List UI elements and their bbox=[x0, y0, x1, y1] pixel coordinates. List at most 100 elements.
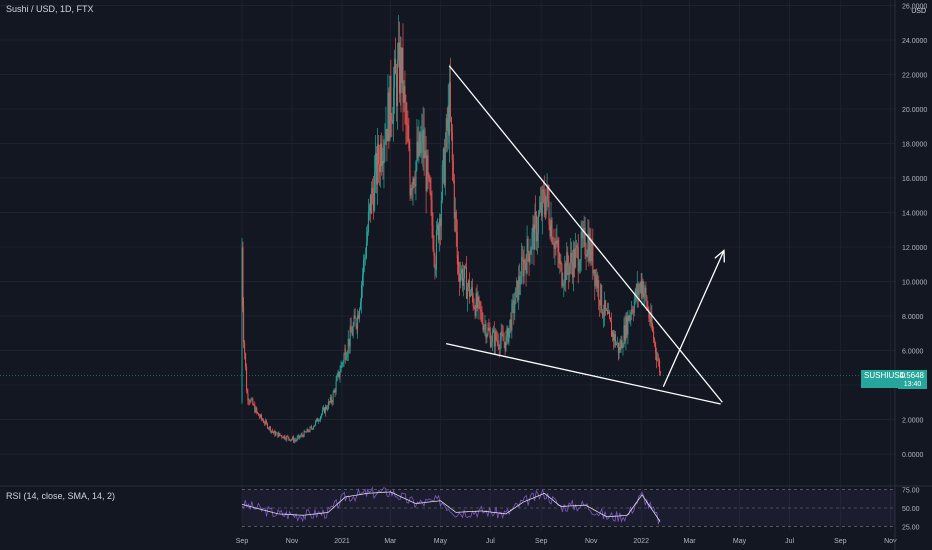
candle-body bbox=[428, 174, 430, 178]
candle-body bbox=[505, 336, 507, 351]
candle-body bbox=[513, 300, 515, 313]
candle-body bbox=[542, 189, 544, 193]
candle-body bbox=[258, 413, 260, 416]
candle-body bbox=[459, 273, 461, 282]
candle-body bbox=[316, 418, 318, 422]
candle-body bbox=[440, 200, 442, 227]
candle-body bbox=[349, 326, 351, 347]
candle-body bbox=[553, 243, 555, 249]
candle-body bbox=[527, 238, 529, 252]
candle-body bbox=[558, 252, 560, 264]
y-tick-label: 22.0000 bbox=[902, 73, 927, 80]
x-tick-label: Nov bbox=[884, 538, 897, 545]
candle-body bbox=[601, 285, 603, 312]
candle-body bbox=[371, 188, 373, 214]
candle-body bbox=[305, 432, 307, 433]
candle-body bbox=[277, 432, 279, 437]
x-tick-label: May bbox=[434, 538, 448, 545]
candle-body bbox=[458, 261, 460, 274]
candle-body bbox=[600, 285, 602, 306]
candle-body bbox=[531, 232, 533, 250]
candle-body bbox=[424, 150, 426, 159]
candle-body bbox=[273, 431, 275, 433]
candle-body bbox=[640, 282, 642, 295]
candle-body bbox=[557, 240, 559, 253]
candle-body bbox=[612, 331, 614, 341]
y-tick-label: 14.0000 bbox=[902, 211, 927, 218]
candle-body bbox=[509, 319, 511, 329]
candle-body bbox=[551, 220, 553, 243]
candle-body bbox=[313, 426, 315, 429]
candle-body bbox=[651, 313, 653, 328]
candle-body bbox=[298, 435, 300, 438]
candle-body bbox=[300, 434, 302, 437]
price-badge-value: 4.5648 bbox=[899, 371, 924, 380]
candle-body bbox=[255, 407, 257, 413]
candle-body bbox=[262, 420, 264, 423]
candle-body bbox=[653, 331, 655, 340]
candle-body bbox=[548, 201, 550, 225]
candle-body bbox=[590, 237, 592, 261]
candle-body bbox=[565, 263, 567, 281]
candle-body bbox=[480, 309, 482, 312]
candle-body bbox=[501, 331, 503, 335]
candle-body bbox=[583, 228, 585, 231]
candle-body bbox=[278, 433, 280, 437]
candle-body bbox=[549, 224, 551, 237]
rsi-title: RSI (14, close, SMA, 14, 2) bbox=[6, 491, 116, 501]
candle-body bbox=[328, 401, 330, 403]
candle-body bbox=[620, 339, 622, 350]
candle-body bbox=[426, 155, 428, 192]
trendline-lower bbox=[445, 342, 721, 405]
candle-body bbox=[611, 321, 613, 337]
candle-body bbox=[374, 171, 376, 211]
candle-body bbox=[503, 340, 505, 343]
candle-body bbox=[561, 264, 563, 286]
candle-body bbox=[418, 132, 420, 158]
candle-body bbox=[421, 130, 423, 143]
candle-body bbox=[242, 247, 244, 306]
candle-body bbox=[528, 251, 530, 263]
candle-body bbox=[393, 87, 395, 122]
candle-body bbox=[257, 411, 259, 414]
candle-body bbox=[347, 338, 349, 354]
x-tick-label: Nov bbox=[585, 538, 598, 545]
candle-body bbox=[295, 439, 297, 441]
candle-body bbox=[321, 409, 323, 415]
candle-body bbox=[625, 316, 627, 341]
candle-body bbox=[267, 428, 269, 429]
candle-body bbox=[451, 132, 453, 161]
candle-body bbox=[434, 256, 436, 270]
candle-body bbox=[311, 426, 313, 429]
candle-body bbox=[494, 331, 496, 347]
candle-body bbox=[636, 283, 638, 298]
candle-body bbox=[602, 311, 604, 317]
candle-body bbox=[388, 92, 390, 141]
candle-body bbox=[343, 354, 345, 363]
candle-body bbox=[282, 437, 284, 439]
candle-body bbox=[332, 392, 334, 403]
candle-body bbox=[420, 142, 422, 154]
candle-body bbox=[409, 148, 411, 178]
candle-body bbox=[495, 331, 497, 340]
x-tick-label: 2021 bbox=[334, 538, 350, 545]
candle-body bbox=[490, 342, 492, 347]
candle-body bbox=[323, 407, 325, 414]
candle-body bbox=[454, 212, 456, 219]
candle-body bbox=[251, 398, 253, 400]
candle-body bbox=[630, 309, 632, 316]
candle-body bbox=[631, 309, 633, 313]
candle-body bbox=[247, 392, 249, 401]
candle-body bbox=[638, 288, 640, 295]
candle-body bbox=[438, 218, 440, 241]
candle-body bbox=[579, 261, 581, 270]
candle-body bbox=[571, 253, 573, 263]
candle-body bbox=[270, 430, 272, 432]
candle-body bbox=[615, 343, 617, 345]
price-badge-symbol: SUSHIUSD bbox=[864, 371, 906, 380]
candle-body bbox=[244, 342, 246, 354]
candle-body bbox=[595, 274, 597, 286]
candle-body bbox=[335, 381, 337, 393]
candle-body bbox=[293, 437, 295, 442]
